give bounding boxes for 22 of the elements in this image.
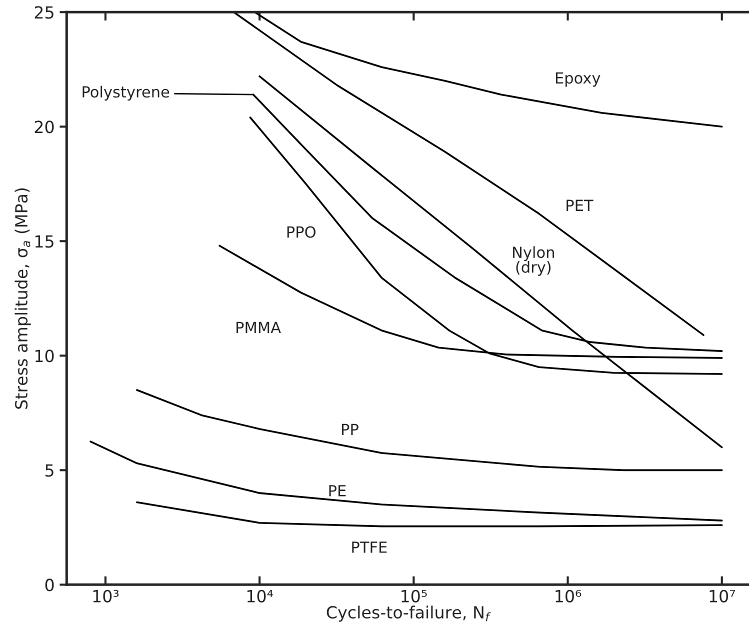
y-tick-label: 5 bbox=[46, 464, 54, 477]
y-tick-label: 15 bbox=[35, 235, 54, 248]
series-label: Nylon (dry) bbox=[513, 246, 554, 276]
series-label: Epoxy bbox=[556, 72, 600, 87]
text: Polystyrene bbox=[82, 86, 170, 101]
series-label: PET bbox=[566, 200, 594, 211]
y-tick-label: 20 bbox=[34, 120, 54, 134]
series-label: PPO bbox=[287, 226, 316, 238]
text: PMMA bbox=[236, 322, 281, 334]
series-label: PP bbox=[342, 424, 358, 435]
x-tick-label: 10⁴ bbox=[247, 590, 273, 602]
y-tick-label: 10 bbox=[35, 350, 54, 362]
x-tick-label: 10³ bbox=[93, 590, 119, 602]
x-axis-title: Cycles-to-failure, N$_{f}$ bbox=[326, 606, 491, 622]
y-axis-title: Stress amplitude, σ$_{a}$ (MPa) bbox=[14, 188, 31, 409]
series-label: PE bbox=[329, 485, 346, 496]
y-tick-label: 0 bbox=[45, 578, 54, 592]
series-label: PTFE bbox=[352, 542, 387, 553]
x-tick-label: 10⁶ bbox=[556, 590, 582, 602]
y-tick-label: 25 bbox=[34, 6, 54, 19]
x-tick-label: 10⁷ bbox=[710, 590, 736, 602]
x-tick-label: 10⁵ bbox=[402, 590, 427, 602]
